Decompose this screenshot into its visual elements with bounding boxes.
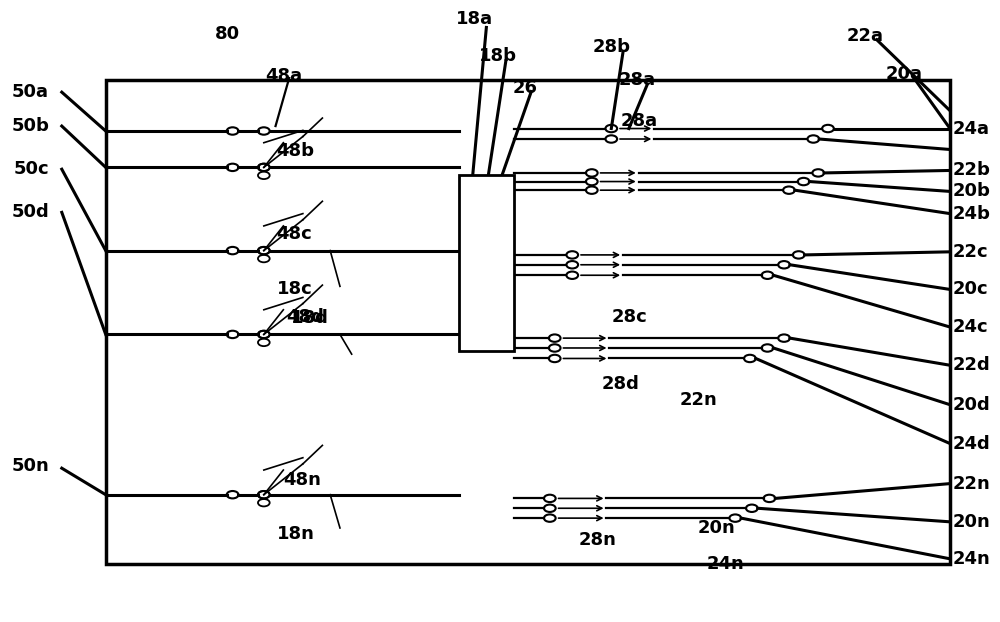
Text: 28n: 28n (579, 531, 617, 549)
Text: 28b: 28b (592, 38, 630, 56)
Text: 26: 26 (513, 79, 538, 97)
Text: 22b: 22b (953, 162, 991, 180)
Text: 28d: 28d (602, 374, 639, 392)
Text: 50b: 50b (11, 117, 49, 135)
Text: 20b: 20b (953, 182, 991, 200)
Text: 20d: 20d (953, 396, 991, 414)
Text: 48n: 48n (283, 471, 321, 489)
Text: 48c: 48c (277, 225, 312, 243)
Text: 18n: 18n (277, 525, 314, 543)
Text: 48b: 48b (277, 142, 315, 160)
Bar (459, 175, 514, 351)
Text: 22d: 22d (953, 356, 991, 374)
Text: 22n: 22n (953, 475, 991, 493)
Text: 50c: 50c (13, 160, 49, 179)
Text: 50n: 50n (11, 457, 49, 475)
Text: 28a: 28a (619, 72, 656, 90)
Text: 18d: 18d (291, 309, 329, 327)
Text: 22a: 22a (847, 27, 884, 45)
Text: 28c: 28c (611, 308, 647, 326)
Text: 20a: 20a (886, 65, 923, 83)
Text: 24n: 24n (707, 555, 745, 573)
Text: 48d: 48d (286, 308, 324, 326)
Text: 50a: 50a (12, 83, 49, 101)
Bar (106, 80, 950, 564)
Text: 80: 80 (215, 25, 240, 42)
Text: 20c: 20c (953, 281, 989, 299)
Text: 20n: 20n (953, 513, 991, 531)
Text: 50d: 50d (11, 203, 49, 221)
Text: 22n: 22n (680, 391, 717, 409)
Text: 24a: 24a (953, 119, 990, 137)
Text: 24c: 24c (953, 318, 989, 336)
Text: 24n: 24n (953, 550, 991, 568)
Text: 24b: 24b (953, 205, 991, 223)
Text: 18c: 18c (277, 281, 312, 299)
Text: 28a: 28a (621, 112, 658, 130)
Text: 18b: 18b (479, 47, 517, 65)
Text: 18a: 18a (456, 11, 493, 29)
Text: 22c: 22c (953, 243, 989, 261)
Text: 24d: 24d (953, 435, 991, 453)
Text: 20n: 20n (697, 519, 735, 537)
Text: 48a: 48a (265, 67, 302, 85)
